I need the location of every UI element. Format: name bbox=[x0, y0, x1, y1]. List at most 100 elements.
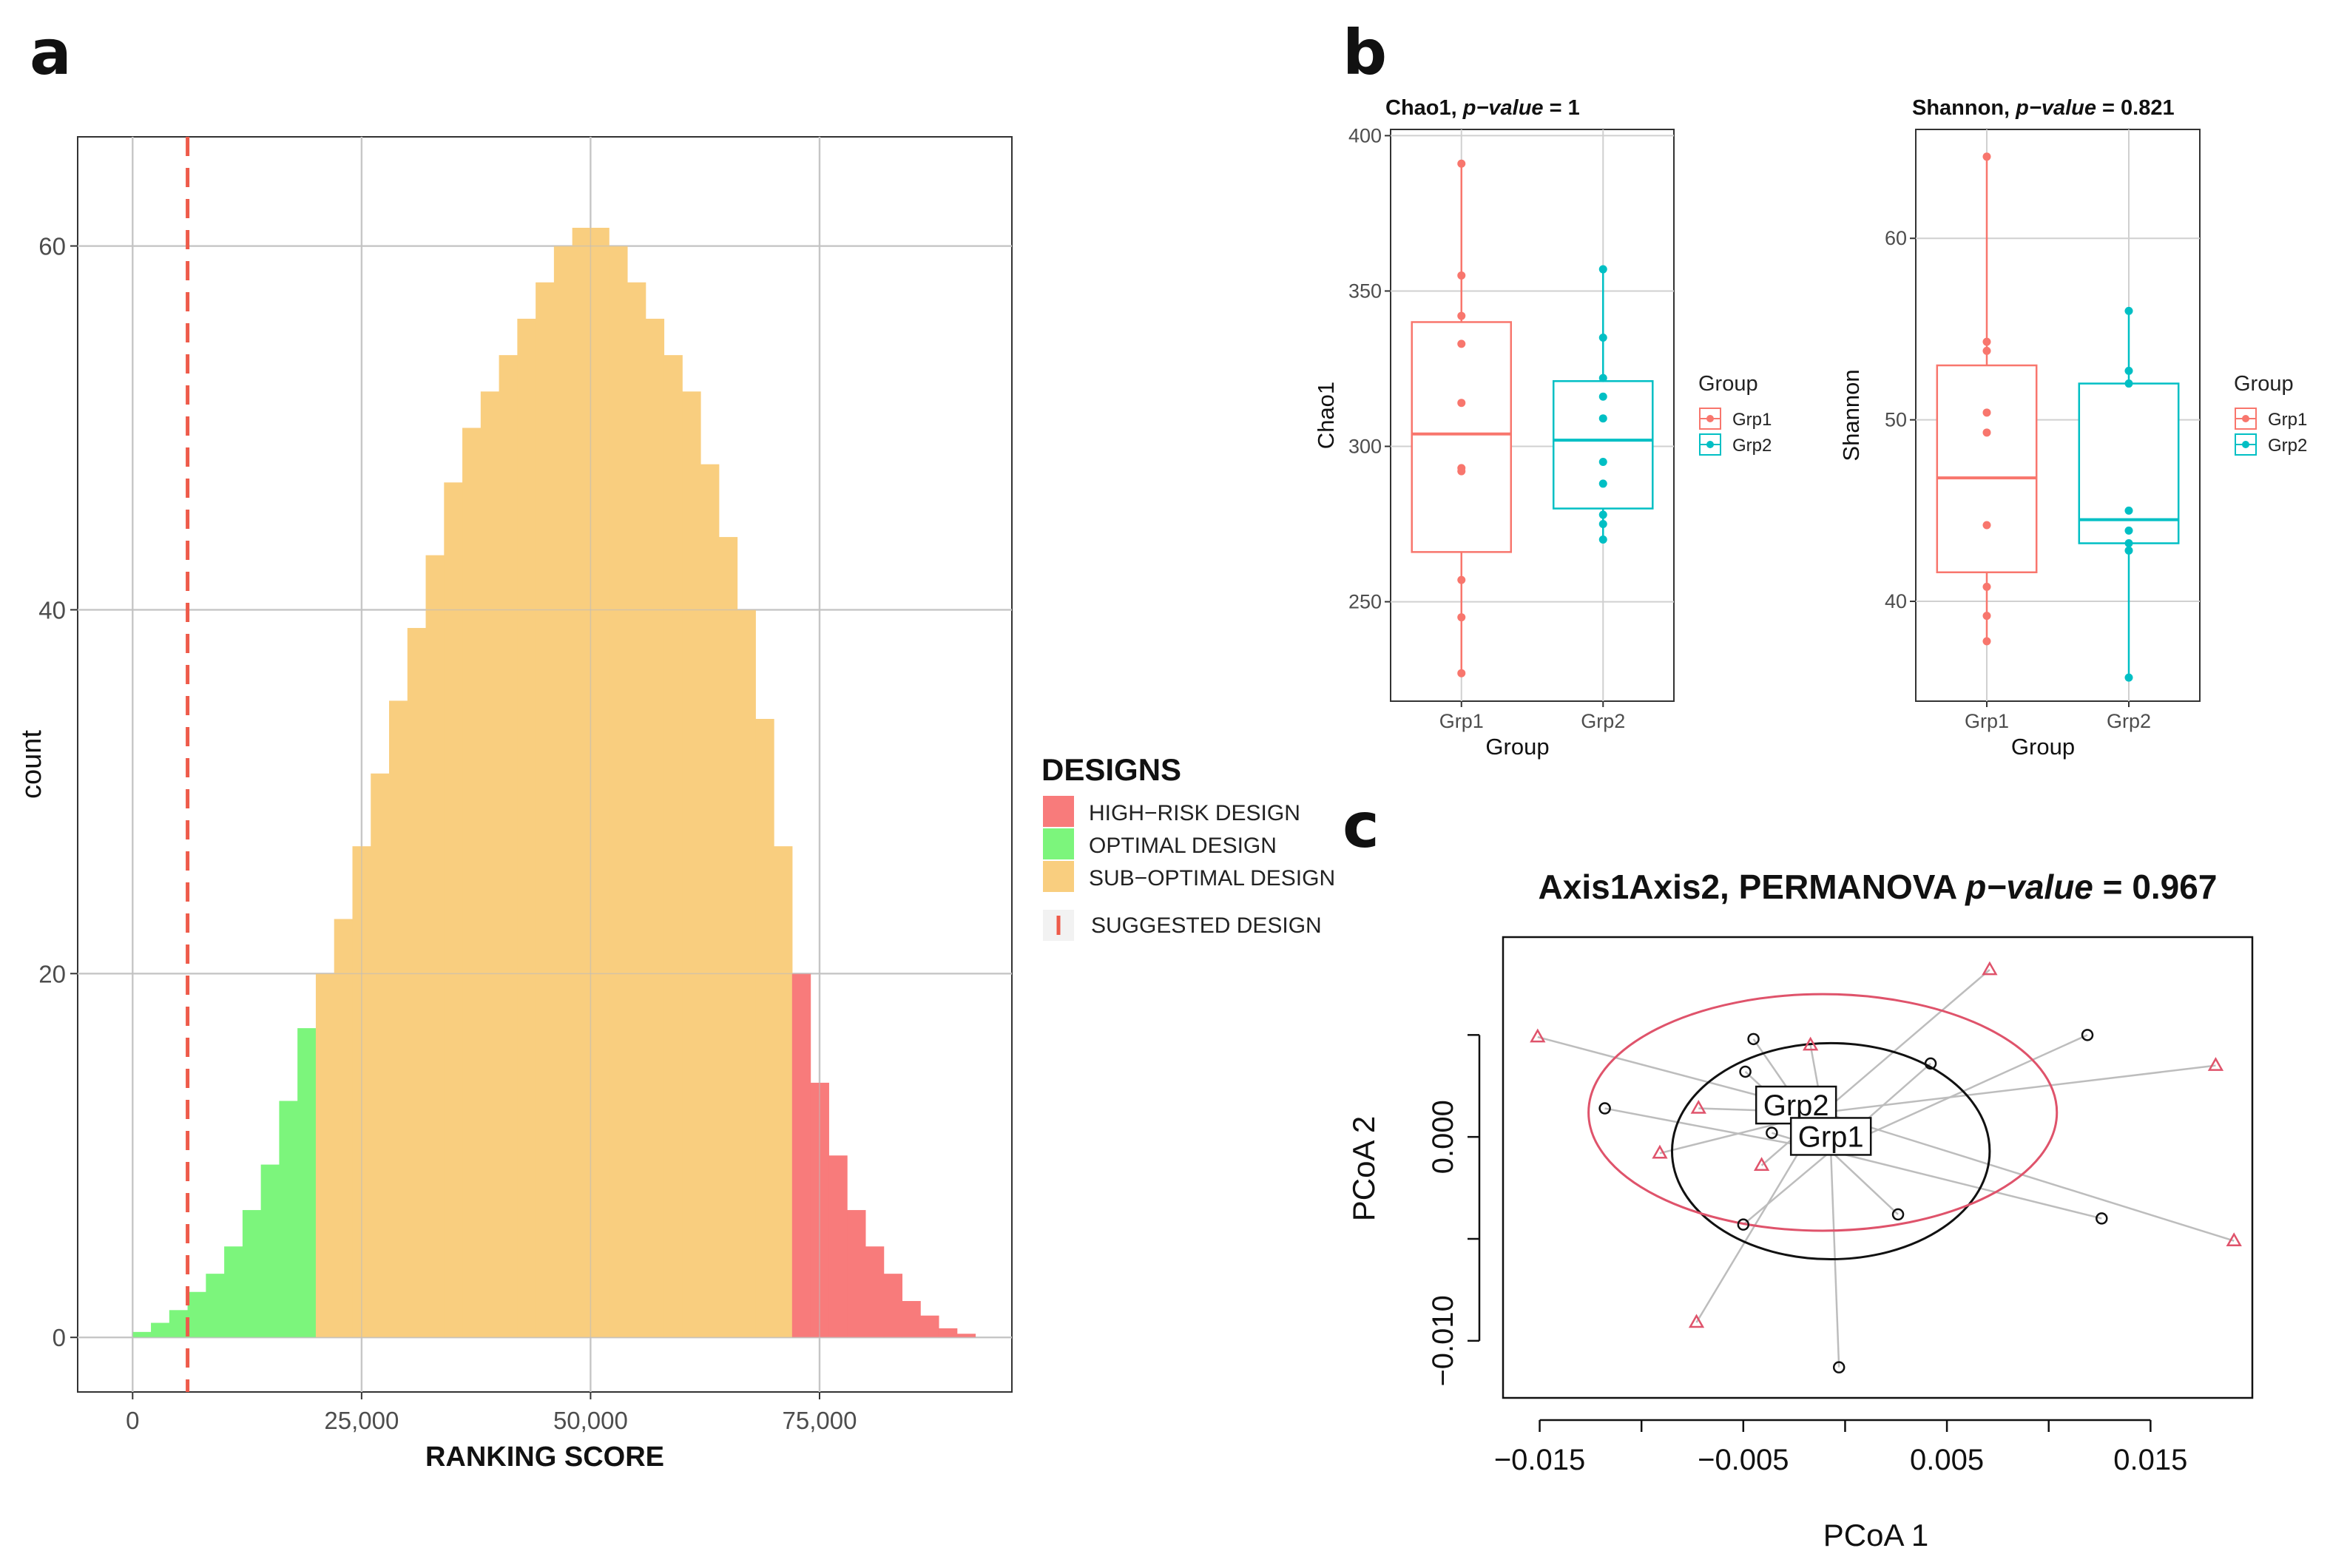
data-point bbox=[1753, 1157, 1770, 1171]
legend-key-dot bbox=[1706, 415, 1714, 422]
y-tick-label: 40 bbox=[38, 596, 66, 624]
data-point bbox=[1891, 1208, 1905, 1221]
data-point bbox=[1832, 1361, 1846, 1373]
box-iqr bbox=[1936, 364, 2038, 574]
x-tick-label: −0.015 bbox=[1494, 1444, 1585, 1476]
data-point bbox=[1982, 346, 1991, 355]
x-tick-label: Grp1 bbox=[1439, 710, 1484, 732]
histogram-bar bbox=[334, 919, 354, 1338]
histogram-bar bbox=[718, 537, 738, 1338]
histogram-bar bbox=[132, 1331, 152, 1338]
y-tick-label: 60 bbox=[1885, 227, 1907, 249]
data-point bbox=[1803, 1036, 1819, 1051]
histogram-bar bbox=[315, 973, 335, 1338]
data-point bbox=[1982, 582, 1991, 591]
pcoa-scatter-panel: Axis1Axis2, PERMANOVA p−value = 0.967 Grp… bbox=[1346, 868, 2254, 1552]
y-tick-label: 350 bbox=[1348, 280, 1382, 302]
histogram-bar bbox=[572, 227, 592, 1338]
group-label: Grp1 bbox=[1798, 1121, 1864, 1153]
legend-label: SUGGESTED DESIGN bbox=[1091, 913, 1322, 938]
box-iqr bbox=[1411, 321, 1513, 553]
data-point bbox=[1598, 458, 1607, 467]
y-tick-label: 0 bbox=[53, 1324, 66, 1351]
data-point bbox=[1457, 271, 1466, 280]
x-axis-title: PCoA 1 bbox=[1823, 1518, 1928, 1552]
histogram-bar bbox=[371, 773, 390, 1338]
data-point bbox=[1598, 265, 1607, 274]
legend-label: Grp1 bbox=[2268, 410, 2307, 430]
histogram-bar bbox=[242, 1210, 262, 1338]
data-point bbox=[1598, 535, 1607, 544]
histogram-bar bbox=[865, 1246, 885, 1338]
data-point bbox=[1457, 613, 1466, 622]
data-point bbox=[1598, 392, 1607, 401]
panel-letter-b: b bbox=[1343, 16, 1387, 89]
histogram-bar bbox=[627, 282, 646, 1338]
chao1-boxplot-panel: 250 300 350 400 Grp1 Grp2 Group Chao1 Chao1, p−v… bbox=[1313, 96, 1772, 760]
legend-label: Grp1 bbox=[1732, 410, 1772, 430]
y-tick-label: 60 bbox=[38, 233, 66, 260]
y-axis-title: count bbox=[16, 730, 47, 799]
data-point bbox=[1598, 1102, 1611, 1115]
histogram-bar bbox=[682, 391, 701, 1338]
spider-line bbox=[1822, 969, 1990, 1114]
legend-key-dot bbox=[1706, 441, 1714, 448]
group-ellipse bbox=[1587, 993, 2059, 1232]
data-point bbox=[1982, 337, 1991, 346]
spider-line bbox=[1830, 1150, 1899, 1215]
histogram-bar bbox=[920, 1315, 939, 1338]
histogram-bar bbox=[956, 1334, 976, 1338]
legend-key-dot bbox=[2242, 441, 2249, 448]
data-point bbox=[1982, 637, 1991, 646]
data-point bbox=[2124, 379, 2133, 388]
data-point bbox=[2096, 1212, 2108, 1225]
x-axis-title: Group bbox=[1485, 734, 1549, 760]
shannon-boxplot-panel: 40 50 60 Grp1 Grp2 Group Shannon Shannon, p−val… bbox=[1838, 96, 2307, 760]
x-tick-label: Grp2 bbox=[1581, 710, 1625, 732]
data-point bbox=[2124, 306, 2133, 315]
x-tick-label: 25,000 bbox=[324, 1407, 399, 1434]
y-tick-label: 50 bbox=[1885, 409, 1907, 431]
plot-area bbox=[1502, 936, 2254, 1399]
data-point bbox=[2124, 539, 2133, 548]
panel-letter-a: a bbox=[30, 16, 72, 89]
data-point bbox=[2124, 546, 2133, 555]
x-tick-label: 0.015 bbox=[2113, 1444, 2187, 1476]
data-point bbox=[2124, 673, 2133, 682]
histogram-bar bbox=[389, 700, 408, 1338]
histogram-bar bbox=[206, 1274, 225, 1338]
legend-swatch bbox=[1043, 796, 1074, 827]
data-point bbox=[1688, 1314, 1705, 1328]
legend-key-dot bbox=[2242, 415, 2249, 422]
group-label-box bbox=[1789, 1117, 1872, 1156]
y-tick-label: 400 bbox=[1348, 124, 1382, 146]
data-point bbox=[1982, 428, 1991, 437]
data-point bbox=[1747, 1033, 1760, 1046]
y-tick-label: −0.010 bbox=[1427, 1295, 1459, 1386]
y-tick-label: 250 bbox=[1348, 591, 1382, 613]
subplot-title: Shannon, p−value = 0.821 bbox=[1912, 96, 2175, 120]
x-axis-title: RANKING SCORE bbox=[425, 1442, 664, 1473]
data-point bbox=[1652, 1144, 1668, 1159]
legend-title: Group bbox=[2234, 372, 2294, 396]
legend-label: Grp2 bbox=[2268, 436, 2307, 456]
x-tick-label: −0.005 bbox=[1698, 1444, 1789, 1476]
histogram-bar bbox=[462, 428, 482, 1338]
histogram-bar bbox=[536, 282, 555, 1338]
spider-line bbox=[1743, 1150, 1831, 1226]
group-label: Grp2 bbox=[1763, 1089, 1829, 1122]
group-ellipse bbox=[1670, 1041, 1991, 1261]
data-point bbox=[1530, 1028, 1546, 1043]
histogram-bar bbox=[187, 1291, 206, 1338]
legend-label: OPTIMAL DESIGN bbox=[1089, 834, 1277, 858]
histogram-bar bbox=[645, 318, 665, 1338]
data-point bbox=[1924, 1057, 1937, 1070]
histogram-bar bbox=[224, 1246, 243, 1338]
designs-legend: DESIGNS HIGH−RISK DESIGN OPTIMAL DESIGN SUB… bbox=[1041, 752, 1335, 941]
histogram-bar bbox=[151, 1322, 170, 1338]
data-point bbox=[1982, 152, 1991, 161]
data-point bbox=[1598, 374, 1607, 382]
x-axis-title: Group bbox=[2011, 734, 2075, 760]
scatter-title: Axis1Axis2, PERMANOVA p−value = 0.967 bbox=[1539, 868, 2218, 906]
